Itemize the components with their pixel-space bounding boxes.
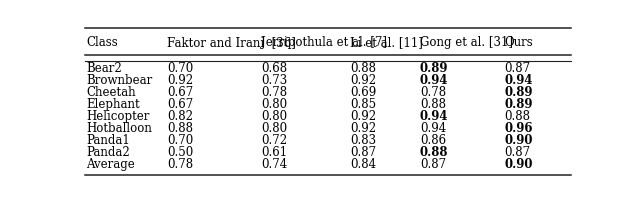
Text: 0.70: 0.70 <box>167 61 193 74</box>
Text: 0.88: 0.88 <box>504 109 530 122</box>
Text: Elephant: Elephant <box>86 97 140 110</box>
Text: 0.94: 0.94 <box>420 73 448 86</box>
Text: Gong et al. [31]: Gong et al. [31] <box>420 36 513 49</box>
Text: 0.88: 0.88 <box>350 61 376 74</box>
Text: 0.89: 0.89 <box>504 97 532 110</box>
Text: 0.90: 0.90 <box>504 158 532 170</box>
Text: 0.80: 0.80 <box>261 97 287 110</box>
Text: 0.94: 0.94 <box>420 121 446 134</box>
Text: 0.96: 0.96 <box>504 121 532 134</box>
Text: 0.61: 0.61 <box>261 146 287 158</box>
Text: Brownbear: Brownbear <box>86 73 152 86</box>
Text: 0.87: 0.87 <box>350 146 376 158</box>
Text: Ours: Ours <box>504 36 533 49</box>
Text: 0.92: 0.92 <box>167 73 193 86</box>
Text: 0.78: 0.78 <box>261 85 287 98</box>
Text: 0.94: 0.94 <box>420 109 448 122</box>
Text: Bear2: Bear2 <box>86 61 122 74</box>
Text: 0.87: 0.87 <box>504 146 530 158</box>
Text: 0.89: 0.89 <box>420 61 448 74</box>
Text: 0.68: 0.68 <box>261 61 287 74</box>
Text: 0.80: 0.80 <box>261 121 287 134</box>
Text: Class: Class <box>86 36 118 49</box>
Text: 0.67: 0.67 <box>167 85 193 98</box>
Text: 0.94: 0.94 <box>504 73 532 86</box>
Text: 0.80: 0.80 <box>261 109 287 122</box>
Text: 0.89: 0.89 <box>504 85 532 98</box>
Text: 0.82: 0.82 <box>167 109 193 122</box>
Text: Hotballoon: Hotballoon <box>86 121 152 134</box>
Text: 0.87: 0.87 <box>420 158 446 170</box>
Text: 0.84: 0.84 <box>350 158 376 170</box>
Text: 0.74: 0.74 <box>261 158 287 170</box>
Text: 0.78: 0.78 <box>420 85 446 98</box>
Text: Faktor and Irani  [36]: Faktor and Irani [36] <box>167 36 296 49</box>
Text: 0.50: 0.50 <box>167 146 193 158</box>
Text: 0.88: 0.88 <box>420 97 446 110</box>
Text: 0.87: 0.87 <box>504 61 530 74</box>
Text: 0.86: 0.86 <box>420 133 446 146</box>
Text: 0.85: 0.85 <box>350 97 376 110</box>
Text: Average: Average <box>86 158 134 170</box>
Text: 0.90: 0.90 <box>504 133 532 146</box>
Text: 0.88: 0.88 <box>420 146 448 158</box>
Text: Cheetah: Cheetah <box>86 85 136 98</box>
Text: 0.92: 0.92 <box>350 73 376 86</box>
Text: 0.72: 0.72 <box>261 133 287 146</box>
Text: 0.73: 0.73 <box>261 73 287 86</box>
Text: Panda1: Panda1 <box>86 133 130 146</box>
Text: 0.88: 0.88 <box>167 121 193 134</box>
Text: 0.69: 0.69 <box>350 85 376 98</box>
Text: 0.67: 0.67 <box>167 97 193 110</box>
Text: 0.92: 0.92 <box>350 121 376 134</box>
Text: 0.92: 0.92 <box>350 109 376 122</box>
Text: 0.83: 0.83 <box>350 133 376 146</box>
Text: Jerripothula et al. [7]: Jerripothula et al. [7] <box>261 36 387 49</box>
Text: Panda2: Panda2 <box>86 146 130 158</box>
Text: 0.78: 0.78 <box>167 158 193 170</box>
Text: Helicopter: Helicopter <box>86 109 149 122</box>
Text: 0.70: 0.70 <box>167 133 193 146</box>
Text: Li et al. [11]: Li et al. [11] <box>350 36 423 49</box>
